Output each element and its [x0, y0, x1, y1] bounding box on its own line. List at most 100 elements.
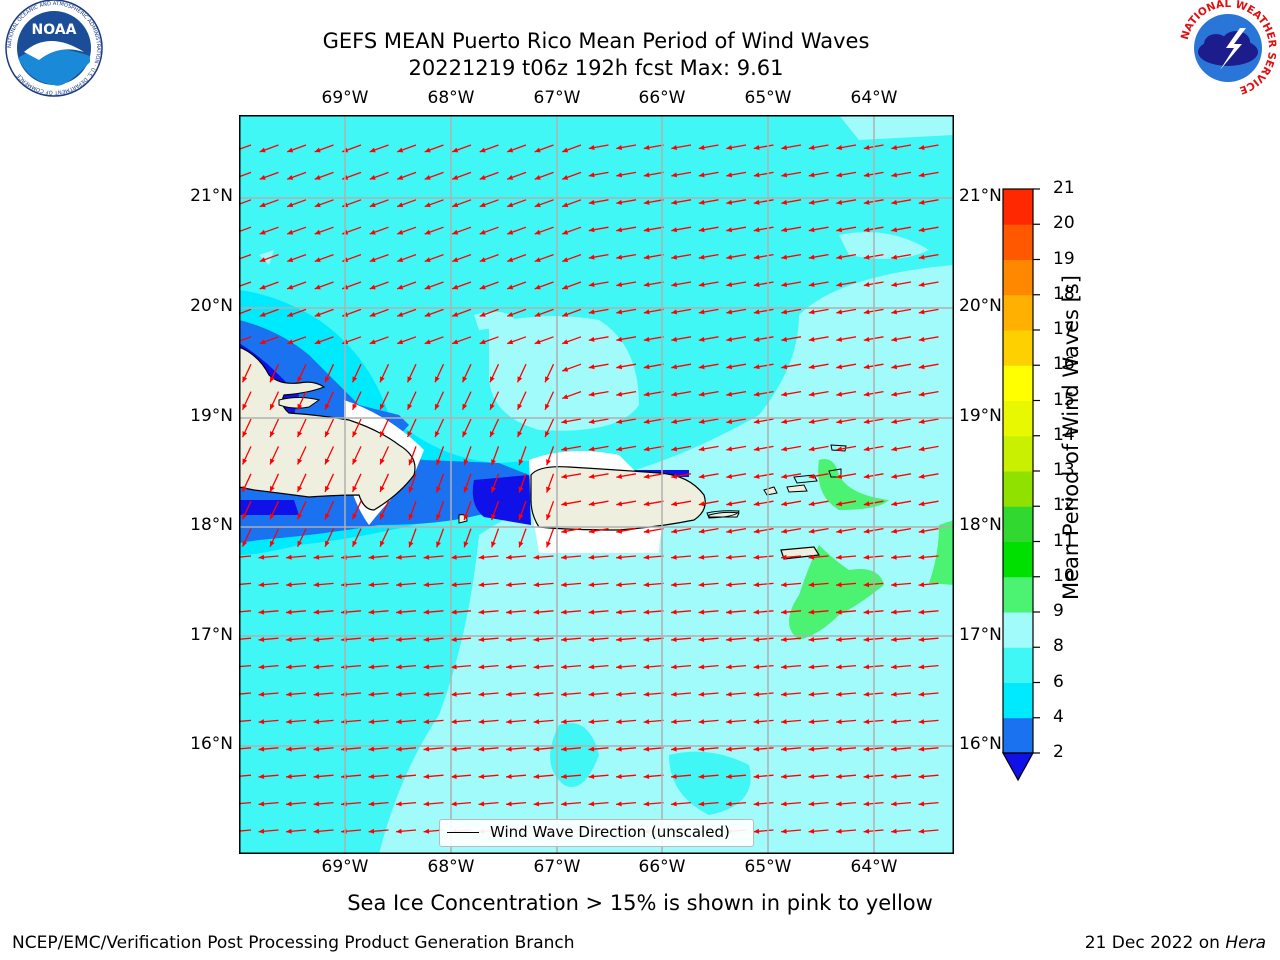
wave-direction-arrowhead — [918, 746, 925, 752]
wave-direction-arrowhead — [286, 636, 292, 642]
wave-direction-arrowhead — [863, 528, 870, 534]
wave-direction-arrowhead — [808, 719, 815, 725]
wave-direction-arrowhead — [545, 376, 550, 383]
wave-direction-arrowhead — [643, 609, 650, 615]
wave-direction-arrowhead — [352, 403, 358, 410]
wave-direction-arrowhead — [863, 473, 870, 479]
wave-direction-arrowhead — [478, 801, 485, 807]
wave-direction-arrowhead — [836, 309, 843, 315]
wave-direction-arrowhead — [698, 501, 705, 507]
wave-direction-arrowhead — [259, 147, 266, 153]
wave-direction-arrowhead — [918, 336, 925, 342]
wave-direction-arrowhead — [616, 636, 622, 642]
wave-direction-arrowhead — [562, 339, 569, 345]
wave-direction-arrowhead — [863, 446, 870, 452]
lon-label-top: 67°W — [533, 88, 581, 108]
wave-direction-arrowhead — [918, 199, 925, 205]
wave-direction-arrowhead — [726, 554, 732, 560]
wave-direction-arrowhead — [352, 376, 358, 383]
wave-direction-arrowhead — [534, 147, 541, 153]
wave-direction-arrowhead — [891, 199, 898, 205]
graticule — [239, 115, 954, 854]
wave-direction-arrowhead — [507, 284, 514, 290]
wave-direction-arrowhead — [368, 554, 375, 560]
wave-direction-arrowhead — [918, 828, 925, 834]
wave-direction-arrowhead — [562, 311, 569, 317]
wave-direction-arrowhead — [726, 364, 733, 370]
colorbar-tick-label: 4 — [1053, 706, 1064, 727]
wave-direction-arrowhead — [643, 473, 650, 479]
wave-direction-arrowhead — [726, 664, 732, 670]
wave-direction-arrowhead — [242, 431, 248, 438]
wave-direction-arrowhead — [918, 582, 925, 588]
wave-direction-arrowhead — [506, 609, 512, 615]
wave-direction-arrowhead — [325, 458, 330, 465]
wave-direction-arrowhead — [616, 473, 623, 479]
wave-direction-arrowhead — [561, 582, 567, 588]
wave-direction-arrowhead — [891, 773, 897, 779]
wave-direction-arrowhead — [781, 773, 787, 779]
wave-direction-arrowhead — [781, 473, 788, 479]
wave-direction-arrowhead — [643, 391, 650, 397]
wave-direction-arrowhead — [781, 801, 787, 807]
wave-direction-arrowhead — [863, 691, 870, 697]
wave-direction-arrowhead — [286, 554, 292, 560]
wave-direction-arrowhead — [863, 336, 870, 342]
colorbar-segment — [1003, 330, 1033, 366]
wave-direction-arrowhead — [808, 773, 815, 779]
wave-direction-arrowhead — [534, 257, 541, 262]
wave-direction-arrowhead — [781, 254, 788, 260]
wave-direction-arrowhead — [891, 664, 897, 670]
wave-direction-arrowhead — [726, 501, 733, 507]
wave-direction-arrowhead — [313, 719, 320, 725]
wave-direction-arrowhead — [643, 254, 650, 260]
wave-direction-arrowhead — [726, 336, 733, 342]
wave-direction-arrowhead — [314, 284, 321, 290]
wave-direction-arrowhead — [643, 582, 650, 588]
wave-direction-arrowhead — [808, 609, 815, 615]
wave-direction-arrowhead — [863, 364, 870, 370]
wave-direction-arrowhead — [506, 636, 512, 642]
wave-direction-arrowhead — [616, 227, 623, 233]
wave-direction-arrowhead — [863, 554, 870, 560]
wave-direction-arrowhead — [259, 311, 266, 317]
wave-direction-arrowhead — [863, 419, 870, 425]
wave-direction-arrowhead — [918, 528, 925, 534]
wave-direction-arrowhead — [891, 528, 898, 534]
colorbar-tick-label: 12 — [1053, 495, 1075, 516]
wave-direction-arrowhead — [380, 403, 385, 410]
wave-direction-arrowhead — [533, 582, 540, 588]
wave-direction-arrow — [239, 336, 252, 342]
wave-direction-arrowhead — [588, 309, 595, 315]
wave-direction-arrowhead — [891, 636, 897, 642]
wave-direction-arrowhead — [698, 282, 705, 288]
wave-direction-arrowhead — [863, 719, 870, 725]
wave-direction-arrowhead — [397, 284, 404, 290]
wave-direction-arrowhead — [918, 636, 925, 642]
wave-direction-arrowhead — [506, 691, 512, 697]
wave-direction-arrowhead — [836, 501, 843, 507]
wave-direction-arrowhead — [258, 554, 265, 560]
wave-direction-arrowhead — [643, 636, 650, 642]
wave-direction-arrowhead — [452, 229, 459, 235]
wave-direction-arrowhead — [863, 199, 870, 205]
wave-direction-arrowhead — [491, 486, 496, 493]
wave-direction-arrowhead — [588, 199, 595, 205]
wave-direction-arrowhead — [452, 147, 459, 153]
wave-direction-arrowhead — [671, 473, 678, 479]
wave-direction-arrowhead — [562, 394, 569, 399]
wave-direction-arrowhead — [588, 501, 595, 507]
wave-direction-arrowhead — [616, 773, 622, 779]
wave-direction-arrowhead — [436, 514, 441, 520]
wave-direction-arrowhead — [863, 609, 870, 615]
wave-direction-arrowhead — [287, 147, 294, 153]
wave-direction-arrowhead — [313, 801, 320, 807]
wave-direction-arrowhead — [918, 391, 925, 397]
wave-direction-arrowhead — [698, 801, 705, 807]
wave-direction-arrowhead — [561, 554, 567, 560]
wave-direction-arrowhead — [506, 554, 512, 560]
wave-direction-arrowhead — [545, 431, 550, 438]
wave-direction-arrowhead — [258, 636, 265, 642]
wave-direction-arrowhead — [507, 311, 514, 317]
wave-direction-arrowhead — [616, 501, 623, 507]
